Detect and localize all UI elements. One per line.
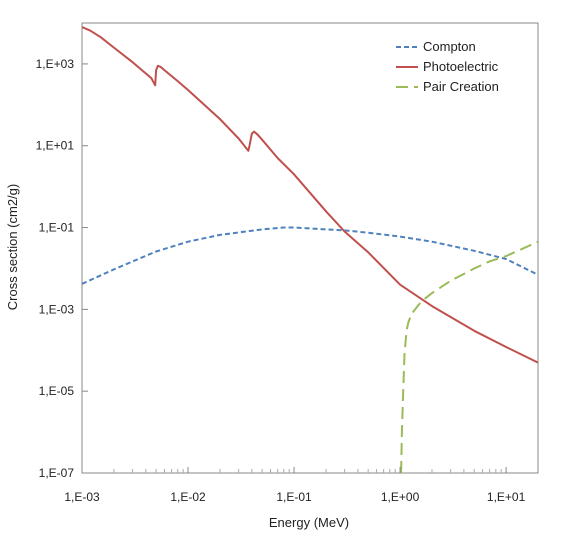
y-tick-label: 1,E-05 — [39, 384, 75, 398]
axes-layer: 1,E-03 1,E-02 1,E-01 1,E+00 1,E+01 1,E-07 1,E-… — [36, 57, 526, 504]
series-layer — [82, 26, 538, 473]
y-axis-label: Cross section (cm2/g) — [5, 184, 20, 310]
y-tick-label: 1,E-01 — [39, 221, 75, 235]
x-axis-label: Energy (MeV) — [269, 515, 349, 530]
legend: Compton Photoelectric Pair Creation — [396, 39, 499, 94]
x-tick-label: 1,E+00 — [381, 490, 420, 504]
legend-label: Compton — [423, 39, 476, 54]
x-tick-label: 1,E-01 — [276, 490, 312, 504]
series-line-compton — [82, 226, 538, 285]
legend-label: Pair Creation — [423, 79, 499, 94]
plot-area — [81, 22, 539, 474]
plot-frame — [81, 22, 539, 474]
y-tick-label: 1,E+01 — [36, 139, 75, 153]
series-line-photoelectric — [82, 26, 538, 364]
x-tick-label: 1,E-02 — [170, 490, 206, 504]
y-tick-label: 1,E+03 — [36, 57, 75, 71]
series-line-pair-creation — [400, 240, 538, 473]
x-tick-label: 1,E-03 — [64, 490, 100, 504]
y-tick-label: 1,E-03 — [39, 302, 75, 316]
y-tick-label: 1,E-07 — [39, 466, 75, 480]
x-tick-label: 1,E+01 — [487, 490, 526, 504]
legend-label: Photoelectric — [423, 59, 499, 74]
